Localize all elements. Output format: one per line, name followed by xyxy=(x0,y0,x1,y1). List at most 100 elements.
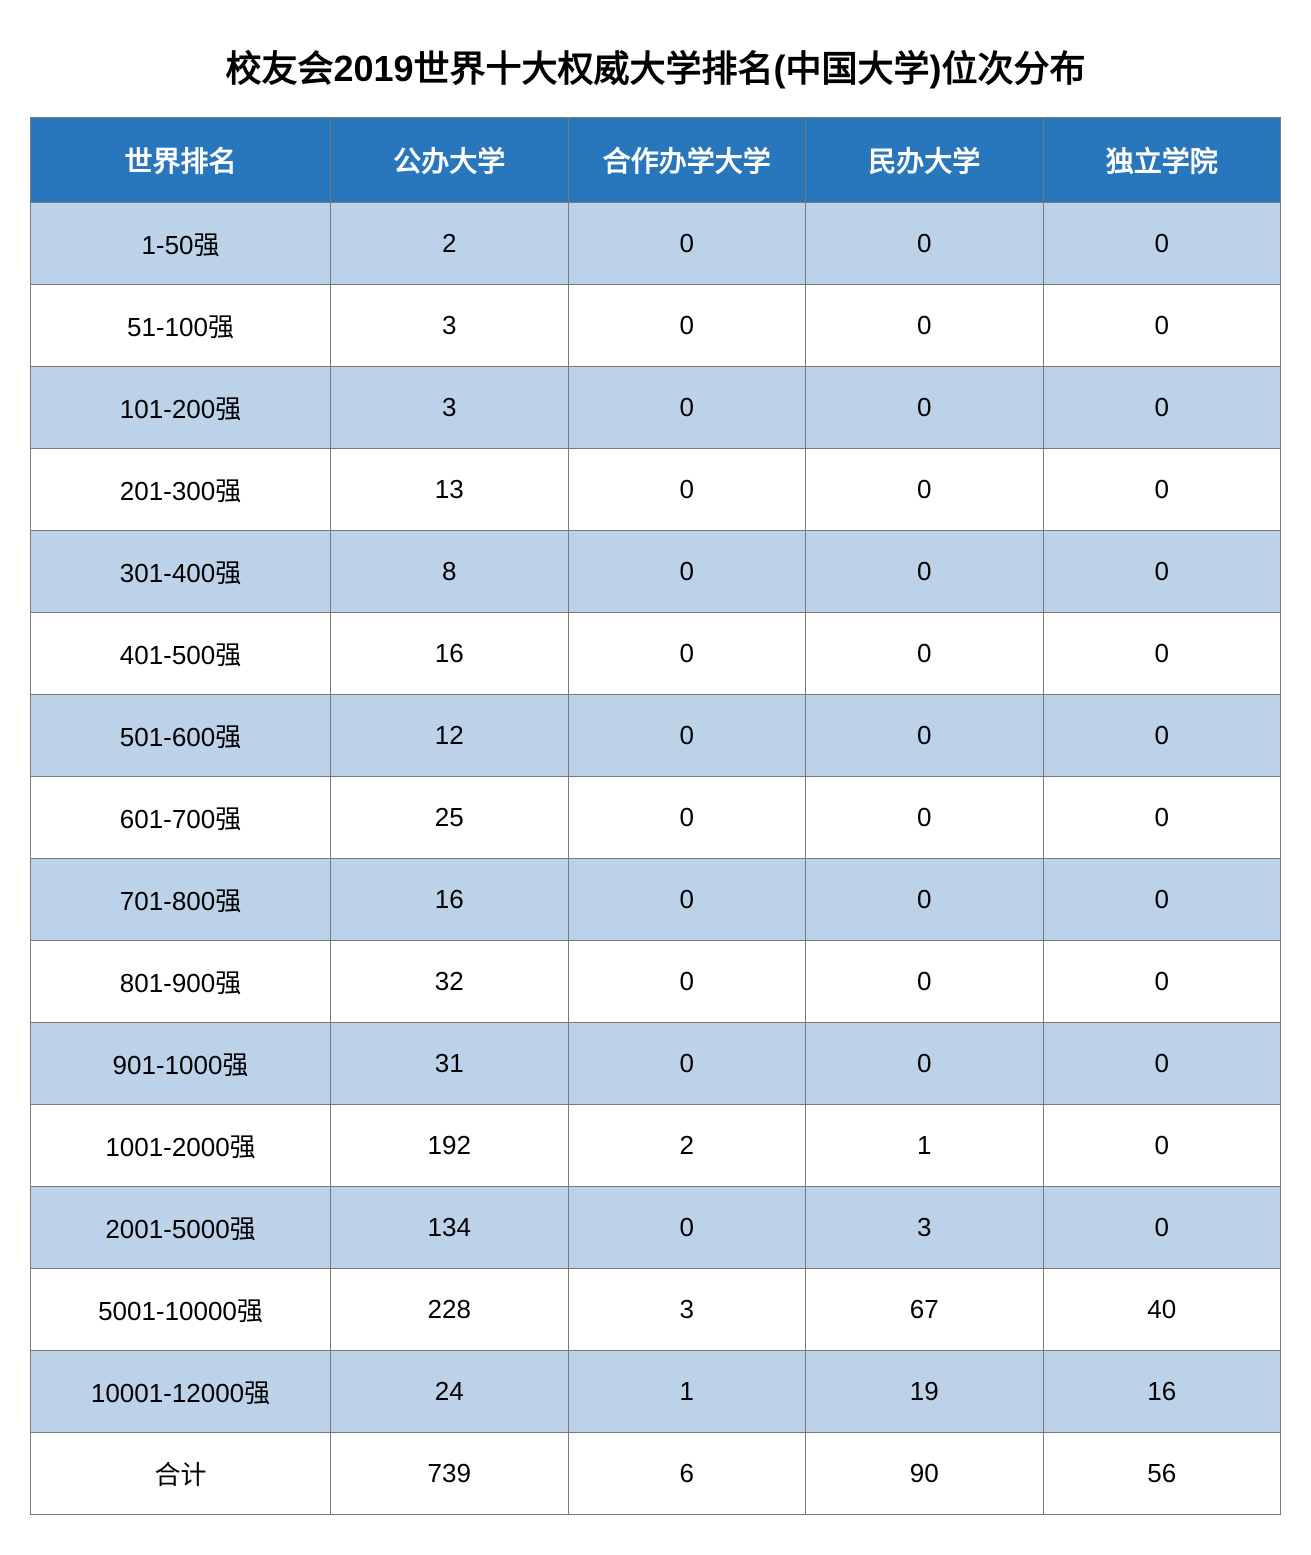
page-title: 校友会2019世界十大权威大学排名(中国大学)位次分布 xyxy=(30,40,1281,92)
table-cell-coop: 2 xyxy=(568,1105,806,1187)
ranking-table: 世界排名 公办大学 合作办学大学 民办大学 独立学院 1-50强200051-1… xyxy=(30,117,1281,1515)
table-cell-rank: 101-200强 xyxy=(31,367,331,449)
table-cell-private: 0 xyxy=(806,941,1044,1023)
table-cell-coop: 0 xyxy=(568,859,806,941)
table-cell-public: 13 xyxy=(331,449,569,531)
table-cell-rank: 501-600强 xyxy=(31,695,331,777)
table-cell-independent: 0 xyxy=(1043,695,1281,777)
table-cell-private: 0 xyxy=(806,531,1044,613)
table-cell-coop: 0 xyxy=(568,613,806,695)
table-row: 801-900强32000 xyxy=(31,941,1281,1023)
table-cell-coop: 1 xyxy=(568,1351,806,1433)
table-row: 201-300强13000 xyxy=(31,449,1281,531)
table-cell-independent: 0 xyxy=(1043,613,1281,695)
table-cell-public: 24 xyxy=(331,1351,569,1433)
table-cell-rank: 10001-12000强 xyxy=(31,1351,331,1433)
table-cell-coop: 0 xyxy=(568,531,806,613)
table-row: 1-50强2000 xyxy=(31,203,1281,285)
table-cell-independent: 0 xyxy=(1043,941,1281,1023)
table-row: 101-200强3000 xyxy=(31,367,1281,449)
table-cell-rank: 1-50强 xyxy=(31,203,331,285)
table-row: 1001-2000强192210 xyxy=(31,1105,1281,1187)
table-cell-public: 16 xyxy=(331,613,569,695)
table-cell-private: 0 xyxy=(806,613,1044,695)
table-cell-private: 3 xyxy=(806,1187,1044,1269)
table-row: 901-1000强31000 xyxy=(31,1023,1281,1105)
table-cell-private: 0 xyxy=(806,859,1044,941)
table-row: 2001-5000强134030 xyxy=(31,1187,1281,1269)
table-cell-private: 90 xyxy=(806,1433,1044,1515)
table-cell-rank: 801-900强 xyxy=(31,941,331,1023)
table-cell-public: 8 xyxy=(331,531,569,613)
table-row: 401-500强16000 xyxy=(31,613,1281,695)
table-cell-coop: 6 xyxy=(568,1433,806,1515)
table-cell-rank: 1001-2000强 xyxy=(31,1105,331,1187)
table-cell-private: 0 xyxy=(806,777,1044,859)
table-cell-independent: 0 xyxy=(1043,203,1281,285)
table-cell-independent: 0 xyxy=(1043,1105,1281,1187)
header-coop: 合作办学大学 xyxy=(568,118,806,203)
table-cell-public: 3 xyxy=(331,367,569,449)
table-cell-coop: 0 xyxy=(568,285,806,367)
table-cell-public: 739 xyxy=(331,1433,569,1515)
table-row: 601-700强25000 xyxy=(31,777,1281,859)
header-independent: 独立学院 xyxy=(1043,118,1281,203)
header-public: 公办大学 xyxy=(331,118,569,203)
header-private: 民办大学 xyxy=(806,118,1044,203)
table-cell-independent: 0 xyxy=(1043,531,1281,613)
table-cell-private: 0 xyxy=(806,367,1044,449)
table-cell-private: 1 xyxy=(806,1105,1044,1187)
table-cell-coop: 3 xyxy=(568,1269,806,1351)
table-cell-coop: 0 xyxy=(568,777,806,859)
table-cell-coop: 0 xyxy=(568,1187,806,1269)
table-cell-independent: 56 xyxy=(1043,1433,1281,1515)
table-cell-private: 19 xyxy=(806,1351,1044,1433)
table-cell-private: 0 xyxy=(806,695,1044,777)
table-cell-private: 0 xyxy=(806,1023,1044,1105)
table-cell-coop: 0 xyxy=(568,941,806,1023)
table-cell-private: 0 xyxy=(806,203,1044,285)
table-cell-independent: 0 xyxy=(1043,859,1281,941)
table-cell-rank: 5001-10000强 xyxy=(31,1269,331,1351)
table-row: 51-100强3000 xyxy=(31,285,1281,367)
table-cell-public: 32 xyxy=(331,941,569,1023)
header-rank: 世界排名 xyxy=(31,118,331,203)
table-cell-rank: 901-1000强 xyxy=(31,1023,331,1105)
table-cell-public: 25 xyxy=(331,777,569,859)
table-cell-rank: 合计 xyxy=(31,1433,331,1515)
table-cell-independent: 0 xyxy=(1043,449,1281,531)
table-row: 501-600强12000 xyxy=(31,695,1281,777)
table-cell-coop: 0 xyxy=(568,367,806,449)
table-cell-rank: 51-100强 xyxy=(31,285,331,367)
table-cell-public: 16 xyxy=(331,859,569,941)
table-cell-rank: 701-800强 xyxy=(31,859,331,941)
table-row: 5001-10000强22836740 xyxy=(31,1269,1281,1351)
table-cell-independent: 0 xyxy=(1043,777,1281,859)
table-cell-public: 192 xyxy=(331,1105,569,1187)
table-cell-rank: 601-700强 xyxy=(31,777,331,859)
table-cell-coop: 0 xyxy=(568,449,806,531)
table-cell-private: 67 xyxy=(806,1269,1044,1351)
table-cell-rank: 301-400强 xyxy=(31,531,331,613)
table-cell-independent: 0 xyxy=(1043,1023,1281,1105)
table-cell-private: 0 xyxy=(806,449,1044,531)
table-cell-independent: 16 xyxy=(1043,1351,1281,1433)
table-cell-public: 2 xyxy=(331,203,569,285)
table-cell-public: 12 xyxy=(331,695,569,777)
table-row: 301-400强8000 xyxy=(31,531,1281,613)
table-cell-independent: 0 xyxy=(1043,367,1281,449)
table-cell-rank: 201-300强 xyxy=(31,449,331,531)
table-cell-rank: 401-500强 xyxy=(31,613,331,695)
table-header-row: 世界排名 公办大学 合作办学大学 民办大学 独立学院 xyxy=(31,118,1281,203)
table-cell-public: 134 xyxy=(331,1187,569,1269)
table-cell-coop: 0 xyxy=(568,203,806,285)
table-cell-rank: 2001-5000强 xyxy=(31,1187,331,1269)
table-row: 701-800强16000 xyxy=(31,859,1281,941)
table-cell-independent: 0 xyxy=(1043,285,1281,367)
table-row: 10001-12000强2411916 xyxy=(31,1351,1281,1433)
table-cell-public: 228 xyxy=(331,1269,569,1351)
table-cell-coop: 0 xyxy=(568,1023,806,1105)
table-cell-coop: 0 xyxy=(568,695,806,777)
table-cell-independent: 0 xyxy=(1043,1187,1281,1269)
table-row: 合计73969056 xyxy=(31,1433,1281,1515)
